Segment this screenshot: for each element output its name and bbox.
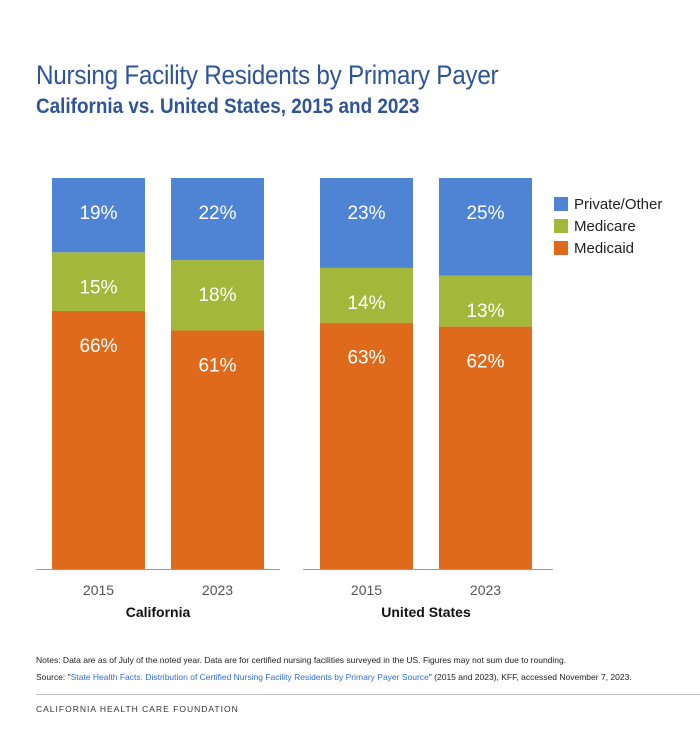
- source-suffix: " (2015 and 2023), KFF, accessed Novembe…: [428, 672, 632, 682]
- x-tick-label-2: 2015: [351, 582, 382, 598]
- bar-medicare-2: [320, 267, 413, 323]
- data-label-medicare-2: 14%: [347, 293, 385, 314]
- data-label-medicaid-1: 61%: [198, 355, 236, 376]
- notes-text: Notes: Data are as of July of the noted …: [36, 655, 567, 665]
- bar-medicaid-1: [171, 330, 264, 569]
- legend-swatch-private-other: [554, 197, 568, 211]
- data-label-private-other-3: 25%: [466, 203, 504, 224]
- bar-private-other-3: [439, 178, 532, 276]
- bar-medicaid-2: [320, 322, 413, 569]
- legend-label-private-other: Private/Other: [574, 195, 663, 213]
- legend-label-medicare: Medicare: [574, 217, 636, 235]
- bar-private-other-0: [52, 178, 145, 253]
- bars-layer: 66% 15% 19% 61% 18% 22% 63% 14% 23% 62% 13% 25%: [52, 178, 532, 569]
- legend-item-medicaid: Medicaid: [554, 237, 662, 259]
- notes-block: Notes: Data are as of July of the noted …: [36, 652, 632, 686]
- legend-swatch-medicaid: [554, 241, 568, 255]
- bar-medicare-0: [52, 252, 145, 311]
- source-prefix: Source: ": [36, 672, 71, 682]
- axes-layer: 2015 2023 2015 2023 California United States: [36, 569, 553, 620]
- data-label-private-other-1: 22%: [198, 203, 236, 224]
- data-label-medicaid-0: 66%: [79, 336, 117, 357]
- bar-medicare-1: [171, 260, 264, 331]
- footer-org: CALIFORNIA HEALTH CARE FOUNDATION: [36, 704, 239, 714]
- data-label-medicaid-2: 63%: [347, 348, 385, 369]
- data-label-private-other-2: 23%: [347, 203, 385, 224]
- data-label-medicare-0: 15%: [79, 277, 117, 298]
- x-tick-label-0: 2015: [83, 582, 114, 598]
- chart-subtitle: California vs. United States, 2015 and 2…: [36, 95, 420, 118]
- footer-divider: [36, 694, 700, 695]
- legend: Private/Other Medicare Medicaid: [554, 193, 662, 259]
- bar-private-other-2: [320, 178, 413, 268]
- source-link[interactable]: State Health Facts: Distribution of Cert…: [70, 672, 429, 682]
- group-label-united-states: United States: [381, 604, 471, 620]
- group-label-california: California: [126, 604, 191, 620]
- x-tick-label-1: 2023: [202, 582, 233, 598]
- data-label-medicaid-3: 62%: [466, 352, 504, 373]
- x-tick-label-3: 2023: [470, 582, 501, 598]
- legend-swatch-medicare: [554, 219, 568, 233]
- chart-title: Nursing Facility Residents by Primary Pa…: [36, 60, 499, 90]
- bar-private-other-1: [171, 178, 264, 261]
- legend-item-private-other: Private/Other: [554, 193, 662, 215]
- legend-label-medicaid: Medicaid: [574, 239, 635, 257]
- data-label-private-other-0: 19%: [79, 203, 117, 224]
- legend-item-medicare: Medicare: [554, 215, 662, 237]
- data-label-medicare-3: 13%: [466, 301, 504, 322]
- bar-medicaid-0: [52, 310, 145, 569]
- data-label-medicare-1: 18%: [198, 285, 236, 306]
- source-line: Source: "State Health Facts: Distributio…: [36, 669, 632, 686]
- stacked-bar-chart: 66% 15% 19% 61% 18% 22% 63% 14% 23% 62% 13% 25% 201…: [36, 178, 553, 620]
- bar-medicaid-3: [439, 326, 532, 569]
- bar-medicare-3: [439, 275, 532, 327]
